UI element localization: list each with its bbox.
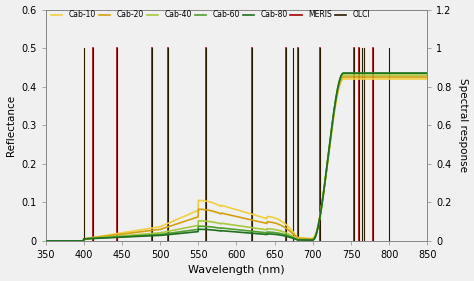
Cab-20 <box>413 75 419 79</box>
Cab-10 <box>413 77 419 81</box>
Y-axis label: Spectral response: Spectral response <box>458 78 468 172</box>
Cab-60 <box>414 71 419 75</box>
Cab-40 <box>218 222 224 225</box>
Cab-10 <box>218 205 224 208</box>
Cab-80 <box>62 239 68 243</box>
Cab-40 <box>228 223 234 226</box>
Cab-60 <box>344 71 349 75</box>
X-axis label: Wavelength (nm): Wavelength (nm) <box>188 266 285 275</box>
Cab-20 <box>218 212 224 216</box>
Cab-60 <box>341 71 346 75</box>
Cab-20 <box>62 239 68 243</box>
Cab-80 <box>43 239 48 243</box>
Cab-20 <box>43 239 48 243</box>
Cab-60 <box>218 227 224 230</box>
Cab-60 <box>43 239 48 243</box>
Line: Cab-20: Cab-20 <box>46 77 428 241</box>
Cab-40 <box>414 73 419 77</box>
Cab-20 <box>228 214 234 217</box>
Cab-10 <box>62 239 68 243</box>
Cab-40 <box>43 239 48 243</box>
Cab-40 <box>341 73 346 77</box>
Line: Cab-10: Cab-10 <box>46 79 428 241</box>
Cab-80 <box>218 229 224 233</box>
Cab-20 <box>414 75 419 79</box>
Cab-80 <box>341 71 346 75</box>
Cab-40 <box>62 239 68 243</box>
Line: Cab-60: Cab-60 <box>46 73 428 241</box>
Cab-60 <box>228 227 234 231</box>
Cab-80 <box>413 71 419 75</box>
Cab-40 <box>413 73 419 77</box>
Cab-10 <box>414 77 419 81</box>
Cab-20 <box>341 75 346 79</box>
Cab-80 <box>228 230 234 233</box>
Line: Cab-40: Cab-40 <box>46 75 428 241</box>
Cab-20 <box>425 75 430 79</box>
Cab-10 <box>344 77 349 81</box>
Legend: Cab-10, Cab-20, Cab-40, Cab-60, Cab-80, MERIS, OLCI: Cab-10, Cab-20, Cab-40, Cab-60, Cab-80, … <box>49 9 372 21</box>
Cab-40 <box>425 73 430 77</box>
Cab-80 <box>414 71 419 75</box>
Cab-10 <box>43 239 48 243</box>
Cab-10 <box>425 77 430 81</box>
Cab-20 <box>344 75 349 79</box>
Cab-10 <box>341 77 346 81</box>
Cab-60 <box>62 239 68 243</box>
Y-axis label: Reflectance: Reflectance <box>6 95 16 156</box>
Cab-60 <box>425 71 430 75</box>
Cab-10 <box>228 207 234 210</box>
Cab-40 <box>344 73 349 77</box>
Cab-60 <box>413 71 419 75</box>
Line: Cab-80: Cab-80 <box>46 73 428 241</box>
Cab-80 <box>344 71 349 75</box>
Cab-80 <box>425 71 430 75</box>
